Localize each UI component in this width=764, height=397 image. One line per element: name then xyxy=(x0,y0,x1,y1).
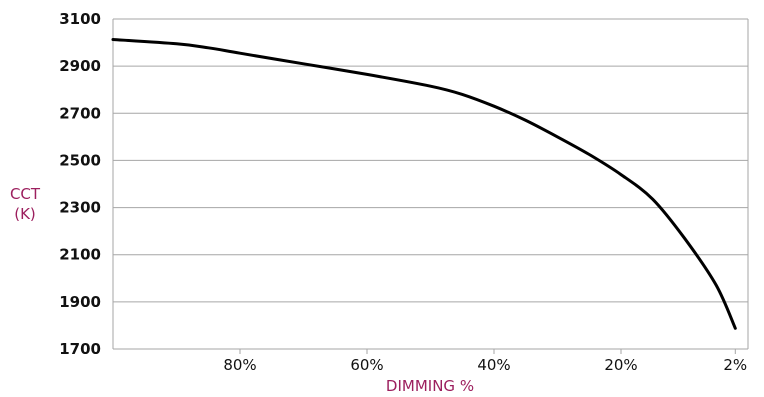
y-tick-label-2500: 2500 xyxy=(59,151,101,169)
x-tick-label-60: 60% xyxy=(350,356,383,374)
x-tick-label-80: 80% xyxy=(223,356,256,374)
axes xyxy=(112,19,749,354)
gridlines xyxy=(113,18,748,303)
y-tick-label-3100: 3100 xyxy=(59,10,101,28)
series-line-cct xyxy=(111,38,737,330)
y-tick-label-2700: 2700 xyxy=(59,104,101,122)
x-tick-label-2: 2% xyxy=(723,356,747,374)
y-tick-label-2100: 2100 xyxy=(59,246,101,264)
y-tick-label-2300: 2300 xyxy=(59,199,101,217)
x-tick-label-40: 40% xyxy=(477,356,510,374)
x-tick-labels: 80% 60% 40% 20% 2% xyxy=(223,356,747,374)
x-axis-title: DIMMING % xyxy=(386,377,474,395)
y-tick-labels: 1700 1900 2100 2300 2500 2700 2900 3100 xyxy=(59,10,101,358)
x-tick-label-20: 20% xyxy=(604,356,637,374)
y-tick-label-1900: 1900 xyxy=(59,293,101,311)
y-axis-title-line2: (K) xyxy=(14,205,36,223)
y-tick-label-1700: 1700 xyxy=(59,340,101,358)
y-axis-title-line1: CCT xyxy=(10,185,41,203)
y-tick-label-2900: 2900 xyxy=(59,57,101,75)
